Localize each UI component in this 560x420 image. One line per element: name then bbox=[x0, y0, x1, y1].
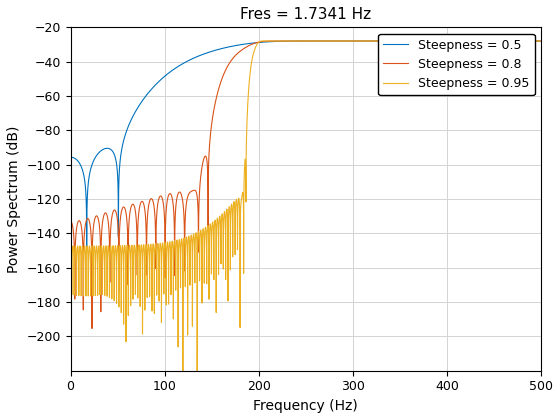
Steepness = 0.8 bbox=[67, 219, 74, 224]
Steepness = 0.95 bbox=[194, 389, 200, 394]
Steepness = 0.95 bbox=[259, 39, 266, 44]
Steepness = 0.95 bbox=[469, 39, 476, 44]
Line: Steepness = 0.5: Steepness = 0.5 bbox=[71, 41, 541, 248]
Steepness = 0.8 bbox=[208, 121, 215, 126]
Steepness = 0.5 bbox=[263, 39, 270, 45]
Steepness = 0.95 bbox=[407, 39, 414, 44]
Steepness = 0.5 bbox=[259, 39, 266, 45]
Steepness = 0.95 bbox=[67, 244, 74, 249]
Steepness = 0.5 bbox=[318, 39, 324, 44]
Steepness = 0.95 bbox=[263, 39, 270, 44]
Steepness = 0.8 bbox=[88, 326, 95, 331]
Legend: Steepness = 0.5, Steepness = 0.8, Steepness = 0.95: Steepness = 0.5, Steepness = 0.8, Steepn… bbox=[379, 34, 535, 95]
X-axis label: Frequency (Hz): Frequency (Hz) bbox=[254, 399, 358, 413]
Steepness = 0.8 bbox=[538, 39, 544, 44]
Steepness = 0.8 bbox=[469, 39, 476, 44]
Steepness = 0.5 bbox=[538, 39, 544, 44]
Steepness = 0.95 bbox=[259, 39, 266, 44]
Steepness = 0.95 bbox=[538, 39, 544, 44]
Title: Fres = 1.7341 Hz: Fres = 1.7341 Hz bbox=[240, 7, 371, 22]
Line: Steepness = 0.8: Steepness = 0.8 bbox=[71, 41, 541, 328]
Steepness = 0.8 bbox=[318, 39, 324, 44]
Steepness = 0.8 bbox=[263, 39, 270, 44]
Steepness = 0.8 bbox=[407, 39, 414, 44]
Steepness = 0.5 bbox=[407, 39, 414, 44]
Steepness = 0.5 bbox=[83, 245, 90, 250]
Steepness = 0.95 bbox=[318, 39, 324, 44]
Y-axis label: Power Spectrum (dB): Power Spectrum (dB) bbox=[7, 125, 21, 273]
Steepness = 0.5 bbox=[67, 155, 74, 160]
Steepness = 0.8 bbox=[259, 39, 266, 44]
Steepness = 0.5 bbox=[469, 39, 476, 44]
Steepness = 0.5 bbox=[315, 39, 322, 44]
Steepness = 0.95 bbox=[208, 234, 215, 239]
Steepness = 0.5 bbox=[208, 49, 215, 54]
Steepness = 0.8 bbox=[272, 39, 278, 44]
Line: Steepness = 0.95: Steepness = 0.95 bbox=[71, 41, 541, 392]
